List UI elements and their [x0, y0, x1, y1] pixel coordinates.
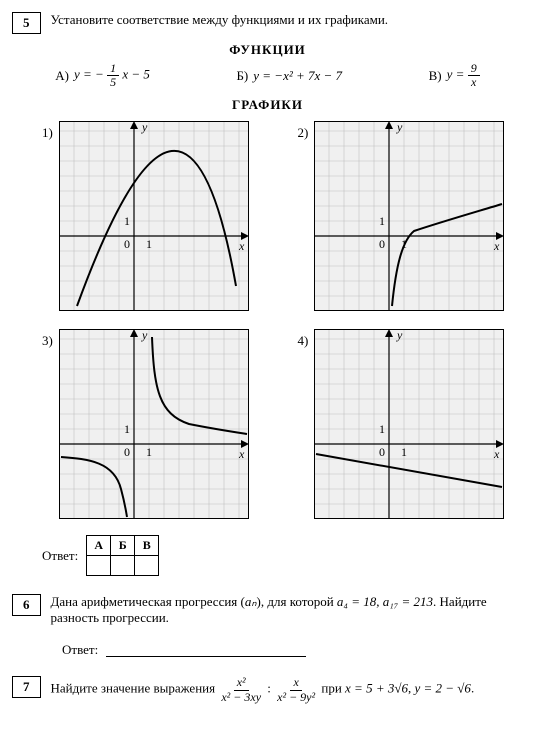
func-a-label: А)	[55, 68, 69, 84]
func-c-den: x	[468, 76, 479, 89]
problem-7-text: Найдите значение выражения x² x² − 3xy :…	[51, 676, 524, 703]
p7-tb: при	[321, 681, 345, 696]
p7-colon: :	[267, 681, 271, 696]
graph-3: 3) 0 1 1 x y	[42, 329, 268, 519]
problem-6-text: Дана арифметическая прогрессия (aₙ), для…	[51, 594, 524, 626]
problem-text: Установите соответствие между функциями …	[51, 12, 524, 28]
svg-text:y: y	[396, 329, 403, 342]
problem-header: 5 Установите соответствие между функциям…	[12, 12, 523, 34]
functions-heading: ФУНКЦИИ	[12, 42, 523, 58]
svg-text:0: 0	[124, 237, 130, 251]
p7-x: x = 5 + 3√6	[345, 681, 408, 696]
abv-cell-v[interactable]	[135, 556, 159, 576]
problem-6-number: 6	[12, 594, 41, 616]
problem-6: 6 Дана арифметическая прогрессия (aₙ), д…	[12, 594, 523, 658]
p7-y: y = 2 − √6	[414, 681, 470, 696]
svg-text:x: x	[238, 239, 245, 253]
p7-f1d: x² − 3xy	[218, 691, 264, 704]
answer-row-6: Ответ:	[62, 642, 523, 658]
svg-text:x: x	[493, 447, 500, 461]
abv-cell-a[interactable]	[87, 556, 111, 576]
functions-row: А) y = − 1 5 x − 5 Б) y = −x² + 7x − 7 В…	[12, 62, 523, 89]
func-a-num: 1	[107, 62, 119, 76]
p7-f2d: x² − 9y²	[274, 691, 318, 704]
graphs-grid: 1) 0 1 1 x y 2) 0 1 1 x y 3) 0 1 1 x y 4) 0 1 1 x y	[42, 121, 523, 519]
answer-label-6: Ответ:	[62, 642, 98, 658]
svg-text:0: 0	[379, 237, 385, 251]
svg-text:x: x	[493, 239, 500, 253]
svg-text:1: 1	[124, 422, 130, 436]
problem-6-header: 6 Дана арифметическая прогрессия (aₙ), д…	[12, 594, 523, 626]
p7-f1n: x²	[234, 676, 249, 690]
func-a-lhs: y =	[74, 67, 92, 82]
p7-period: .	[471, 681, 474, 696]
func-b-label: Б)	[236, 68, 248, 84]
graph-1-svg: 0 1 1 x y	[59, 121, 249, 311]
svg-text:1: 1	[379, 214, 385, 228]
p7-ta: Найдите значение выражения	[51, 681, 219, 696]
p6-a4: a₄ = 18	[337, 594, 376, 609]
func-a-tail: x − 5	[122, 67, 150, 82]
graph-1: 1) 0 1 1 x y	[42, 121, 268, 311]
abv-v: В	[135, 536, 159, 556]
svg-text:y: y	[396, 121, 403, 134]
svg-text:0: 0	[124, 445, 130, 459]
problem-number-box: 5	[12, 12, 41, 34]
svg-text:1: 1	[379, 422, 385, 436]
func-a-expr: y = − 1 5 x − 5	[74, 62, 150, 89]
svg-text:0: 0	[379, 445, 385, 459]
svg-text:y: y	[141, 121, 148, 134]
func-c: В) y = 9 x	[429, 62, 480, 89]
svg-text:x: x	[238, 447, 245, 461]
svg-text:y: y	[141, 329, 148, 342]
problem-7-header: 7 Найдите значение выражения x² x² − 3xy…	[12, 676, 523, 703]
svg-text:1: 1	[124, 214, 130, 228]
graph-3-label: 3)	[42, 333, 53, 349]
abv-b: Б	[111, 536, 135, 556]
answer-label-5: Ответ:	[42, 548, 78, 564]
func-a: А) y = − 1 5 x − 5	[55, 62, 150, 89]
abv-a: А	[87, 536, 111, 556]
func-c-label: В)	[429, 68, 442, 84]
abv-table: А Б В	[86, 535, 159, 576]
answer-row-5: Ответ: А Б В	[42, 535, 523, 576]
svg-text:1: 1	[401, 445, 407, 459]
graphs-heading: ГРАФИКИ	[12, 97, 523, 113]
p7-f2n: x	[290, 676, 301, 690]
graph-4: 4) 0 1 1 x y	[298, 329, 524, 519]
p6-ta: Дана арифметическая прогрессия (	[51, 594, 245, 609]
p6-an: aₙ	[245, 594, 257, 609]
func-c-lhs: y =	[447, 67, 465, 82]
p6-tb: ), для которой	[257, 594, 337, 609]
func-c-num: 9	[468, 62, 480, 76]
graph-2-label: 2)	[298, 125, 309, 141]
graph-3-svg: 0 1 1 x y	[59, 329, 249, 519]
func-a-den: 5	[107, 76, 119, 89]
func-b: Б) y = −x² + 7x − 7	[236, 62, 342, 89]
problem-5: 5 Установите соответствие между функциям…	[12, 12, 523, 576]
answer-line-6[interactable]	[106, 643, 306, 657]
graph-2-svg: 011xy	[314, 121, 504, 311]
func-b-expr: y = −x² + 7x − 7	[253, 68, 342, 84]
svg-text:1: 1	[146, 445, 152, 459]
graph-4-label: 4)	[298, 333, 309, 349]
abv-cell-b[interactable]	[111, 556, 135, 576]
svg-text:1: 1	[146, 237, 152, 251]
graph-1-label: 1)	[42, 125, 53, 141]
p6-a17: a₁₇ = 213	[383, 594, 433, 609]
graph-4-svg: 0 1 1 x y	[314, 329, 504, 519]
graph-2: 2) 011xy	[298, 121, 524, 311]
problem-7: 7 Найдите значение выражения x² x² − 3xy…	[12, 676, 523, 703]
problem-7-number: 7	[12, 676, 41, 698]
func-c-expr: y = 9 x	[447, 62, 480, 89]
